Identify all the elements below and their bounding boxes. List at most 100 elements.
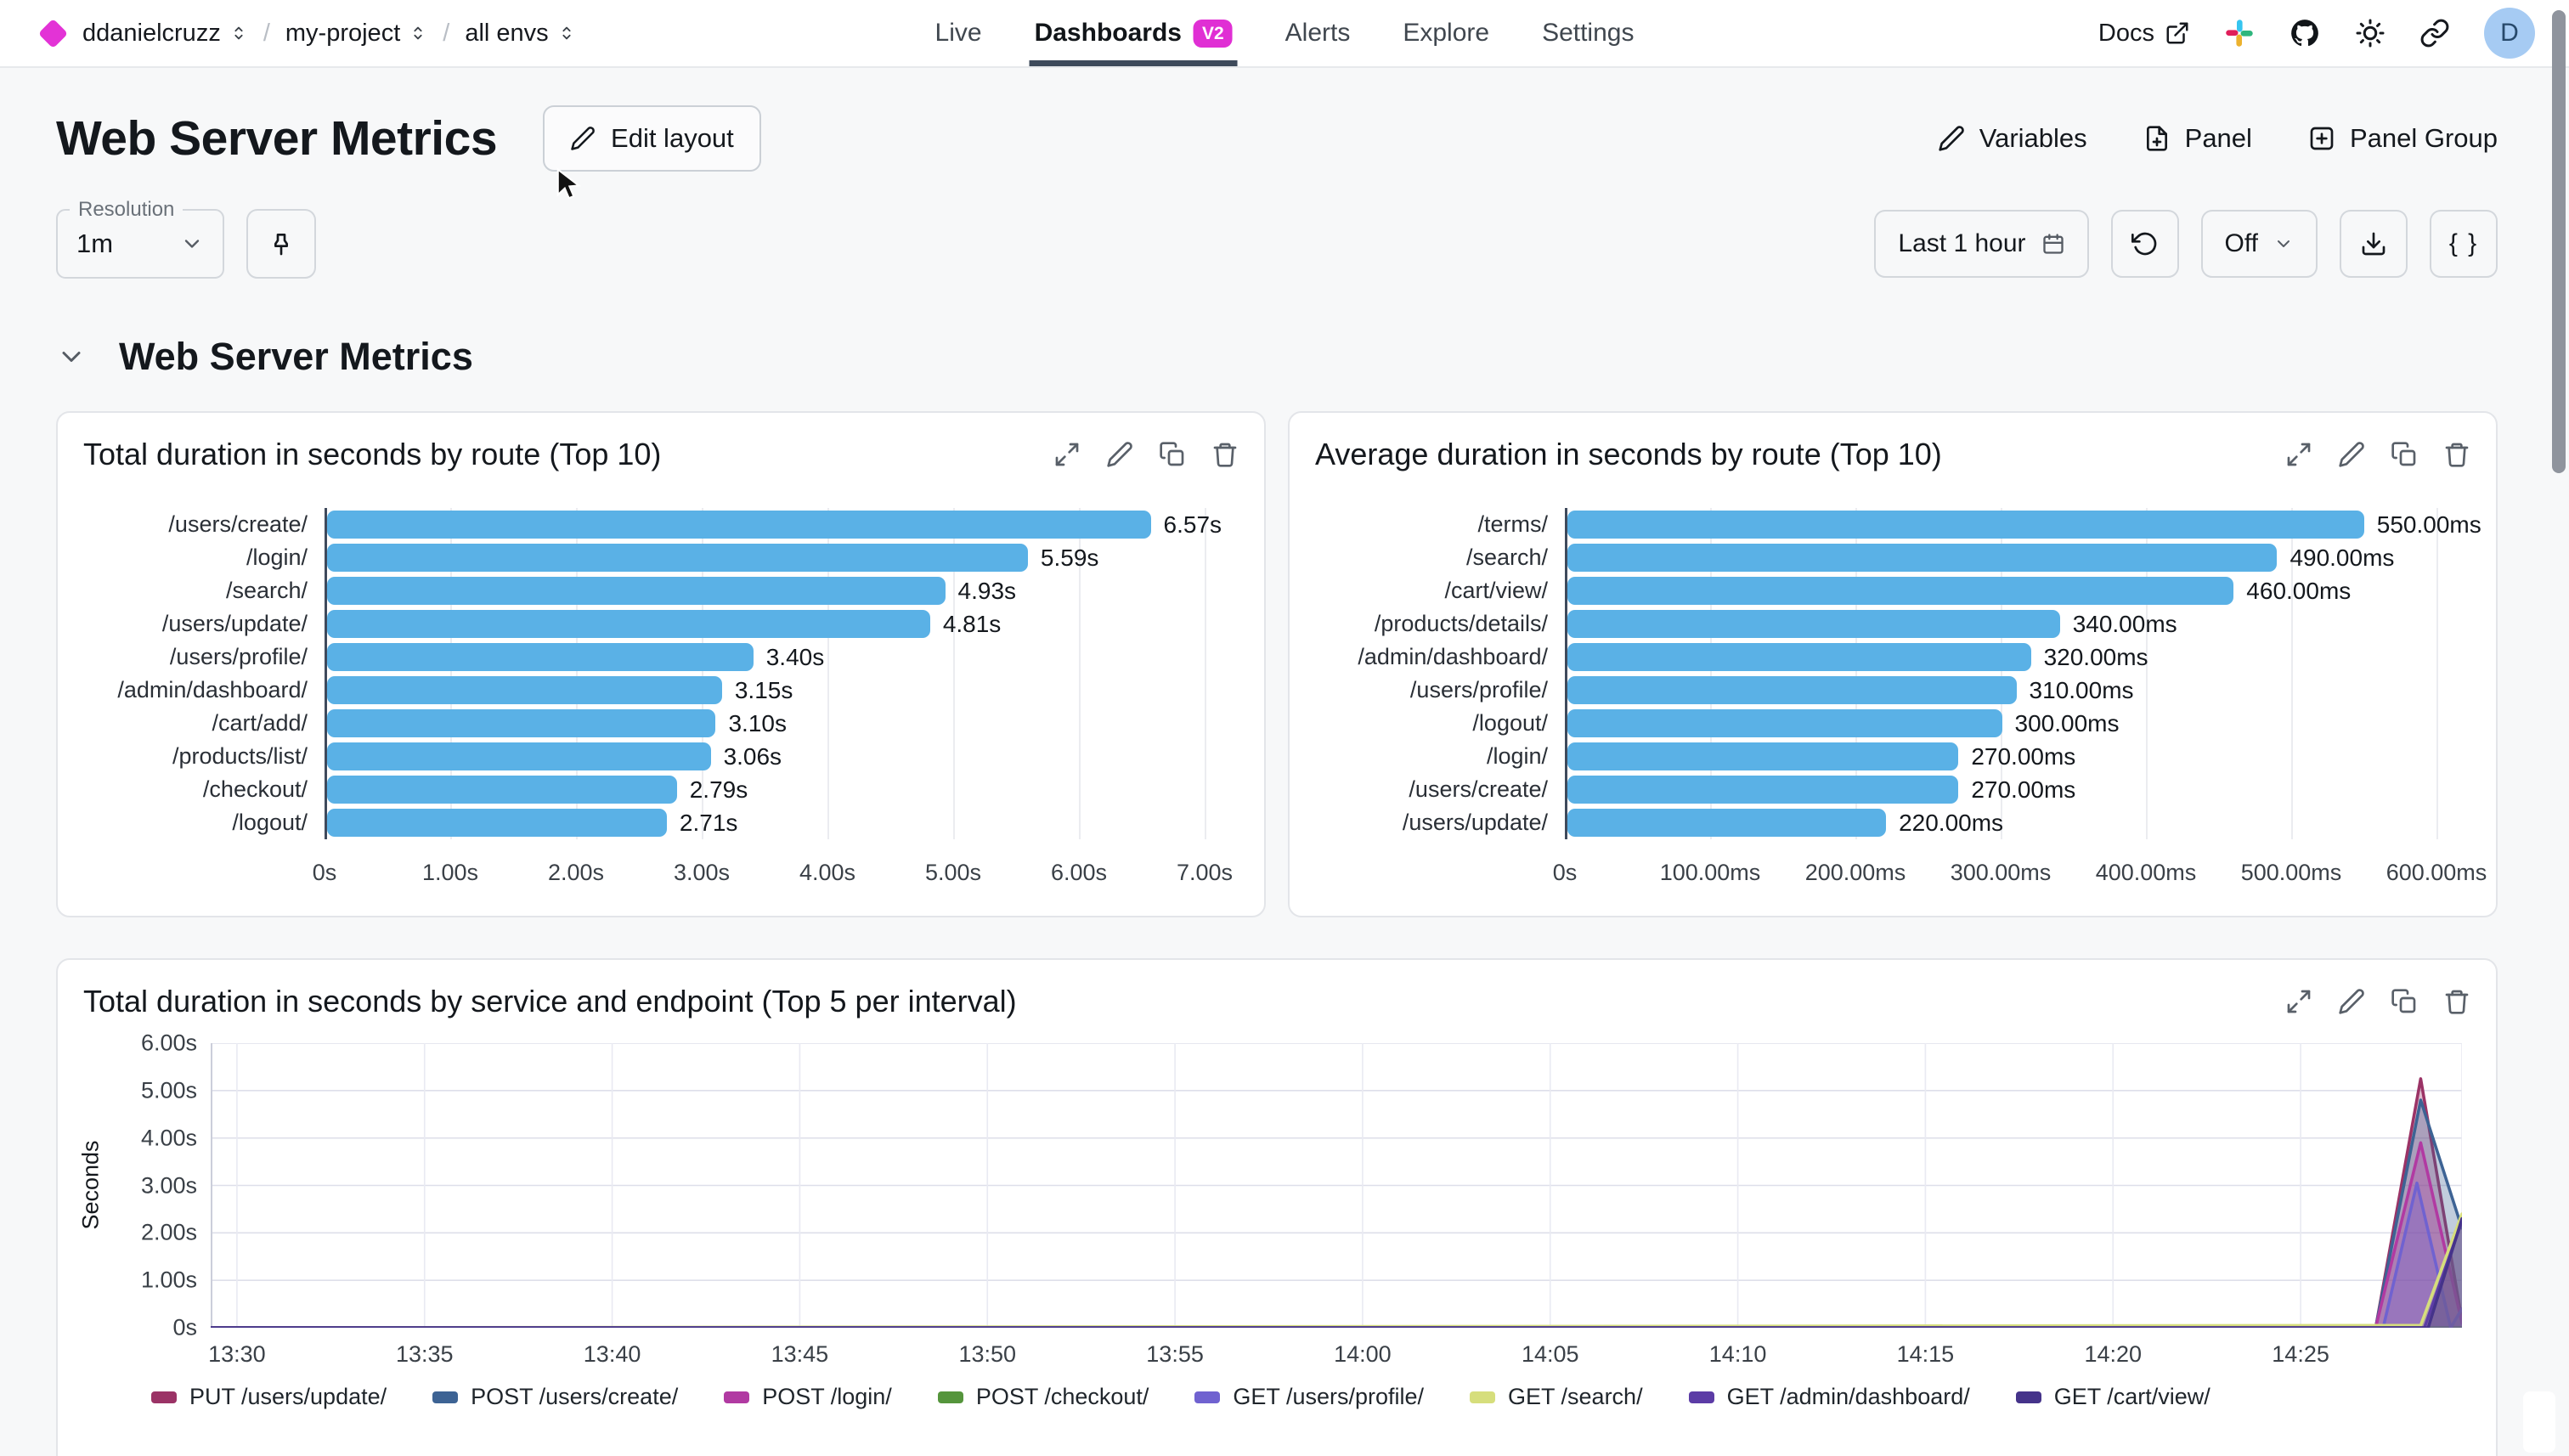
add-panel-button[interactable]: Panel [2143,123,2252,154]
duplicate-icon[interactable] [2391,988,2418,1015]
gridline [827,508,829,839]
bar-category-label: /checkout/ [202,776,308,802]
legend-item[interactable]: GET /search/ [1470,1384,1643,1410]
gridline [702,508,703,839]
bar[interactable]: 2.79s [327,776,748,804]
legend-item[interactable]: PUT /users/update/ [151,1384,387,1410]
delete-icon[interactable] [1211,441,1239,468]
bar[interactable]: 4.81s [327,610,1001,638]
x-tick-label: 14:10 [1708,1341,1767,1367]
legend-swatch [1194,1391,1221,1403]
bar[interactable]: 550.00ms [1567,511,2481,539]
bar-value-label: 310.00ms [2029,676,2134,703]
tab-live[interactable]: Live [935,0,982,66]
tab-settings[interactable]: Settings [1542,0,1634,66]
bar-row: /users/create/6.57s [70,508,1222,541]
tab-explore[interactable]: Explore [1403,0,1489,66]
edit-icon[interactable] [1106,441,1133,468]
breadcrumb-env[interactable]: all envs [465,20,575,48]
logo-diamond-icon[interactable] [37,18,69,48]
bar-value-label: 4.93s [957,577,1017,604]
bar[interactable]: 340.00ms [1567,610,2177,638]
expand-icon[interactable] [2285,988,2312,1015]
copy-link-icon[interactable] [2419,18,2450,48]
bar-track: 3.40s [325,641,1205,674]
edit-icon[interactable] [2338,988,2365,1015]
bar[interactable]: 320.00ms [1567,643,2148,671]
bar[interactable]: 460.00ms [1567,577,2351,605]
y-tick-label: 0s [172,1314,197,1340]
bar-row: /logout/300.00ms [1301,707,2436,740]
breadcrumb-env-label: all envs [465,19,549,47]
x-tick-label: 2.00s [547,860,605,885]
delete-icon[interactable] [2443,441,2470,468]
theme-icon[interactable] [2355,18,2386,48]
bar[interactable]: 3.10s [327,709,787,737]
bar[interactable]: 270.00ms [1567,742,2075,770]
resolution-select[interactable]: Resolution 1m [56,198,224,279]
legend-item[interactable]: POST /checkout/ [937,1384,1149,1410]
tab-dashboards[interactable]: Dashboards V2 [1029,0,1238,66]
bar-row: /users/create/270.00ms [1301,773,2436,806]
bar-category-label: /logout/ [1472,710,1548,736]
legend-item[interactable]: GET /admin/dashboard/ [1688,1384,1970,1410]
x-tick-label: 7.00s [1176,860,1234,885]
github-icon[interactable] [2289,17,2321,49]
bar[interactable]: 5.59s [327,544,1098,572]
breadcrumb-project-label: my-project [285,19,401,47]
delete-icon[interactable] [2443,988,2470,1015]
bar[interactable]: 3.40s [327,643,824,671]
expand-icon[interactable] [1053,441,1081,468]
download-button[interactable] [2340,210,2408,278]
variables-button[interactable]: Variables [1938,123,2087,154]
area-chart-plot[interactable] [211,1043,2462,1328]
panel-actions [2285,988,2470,1015]
tab-label: Settings [1542,19,1635,47]
bar-row: /cart/view/460.00ms [1301,574,2436,607]
expand-icon[interactable] [2285,441,2312,468]
bar-category-label: /products/details/ [1374,611,1548,636]
bar-track: 3.15s [325,674,1205,707]
avatar[interactable]: D [2484,8,2535,59]
breadcrumb-project[interactable]: my-project [285,20,427,48]
auto-refresh-select[interactable]: Off [2200,210,2318,278]
edit-icon[interactable] [2338,441,2365,468]
chevron-down-icon[interactable] [56,341,87,372]
bar[interactable]: 220.00ms [1567,809,2003,837]
bar[interactable]: 3.15s [327,676,793,704]
bar-category-label: /search/ [1465,545,1548,570]
breadcrumb-org[interactable]: ddanielcruzz [82,20,248,48]
bar-chart: /terms/550.00ms/search/490.00ms/cart/vie… [1290,479,2496,916]
breadcrumb-separator: / [263,19,270,47]
json-view-button[interactable]: { } [2430,210,2498,278]
bar-row: /terms/550.00ms [1301,508,2481,541]
tab-alerts[interactable]: Alerts [1285,0,1351,66]
x-tick-label: 5.00s [924,860,982,885]
duplicate-icon[interactable] [2391,441,2418,468]
add-panel-group-button[interactable]: Panel Group [2308,123,2498,154]
pin-button[interactable] [246,209,316,279]
refresh-button[interactable] [2110,210,2179,278]
panel-title: Total duration in seconds by route (Top … [83,437,662,471]
panel-group-header: Web Server Metrics [56,335,2498,379]
bar[interactable]: 310.00ms [1567,676,2134,704]
bar[interactable]: 4.93s [327,577,1016,605]
area-chart: Seconds 0s 1.00s 2.00s 3.00s 4.00s 5.00s 6.00s… [58,1026,2496,1372]
bar[interactable]: 270.00ms [1567,776,2075,804]
docs-link[interactable]: Docs [2098,20,2190,48]
bar[interactable]: 300.00ms [1567,709,2119,737]
bar[interactable]: 2.71s [327,809,737,837]
legend-item[interactable]: GET /cart/view/ [2015,1384,2210,1410]
time-range-button[interactable]: Last 1 hour [1874,210,2089,278]
slack-icon[interactable] [2224,18,2255,48]
bar-category-label: /users/update/ [1402,810,1548,835]
legend-item[interactable]: POST /users/create/ [432,1384,678,1410]
bar[interactable]: 490.00ms [1567,544,2394,572]
bar[interactable]: 3.06s [327,742,782,770]
edit-layout-button[interactable]: Edit layout [543,105,761,172]
bar[interactable]: 6.57s [327,511,1222,539]
scrollbar-thumb[interactable] [2552,10,2566,473]
duplicate-icon[interactable] [1159,441,1186,468]
legend-item[interactable]: GET /users/profile/ [1194,1384,1424,1410]
legend-item[interactable]: POST /login/ [724,1384,892,1410]
